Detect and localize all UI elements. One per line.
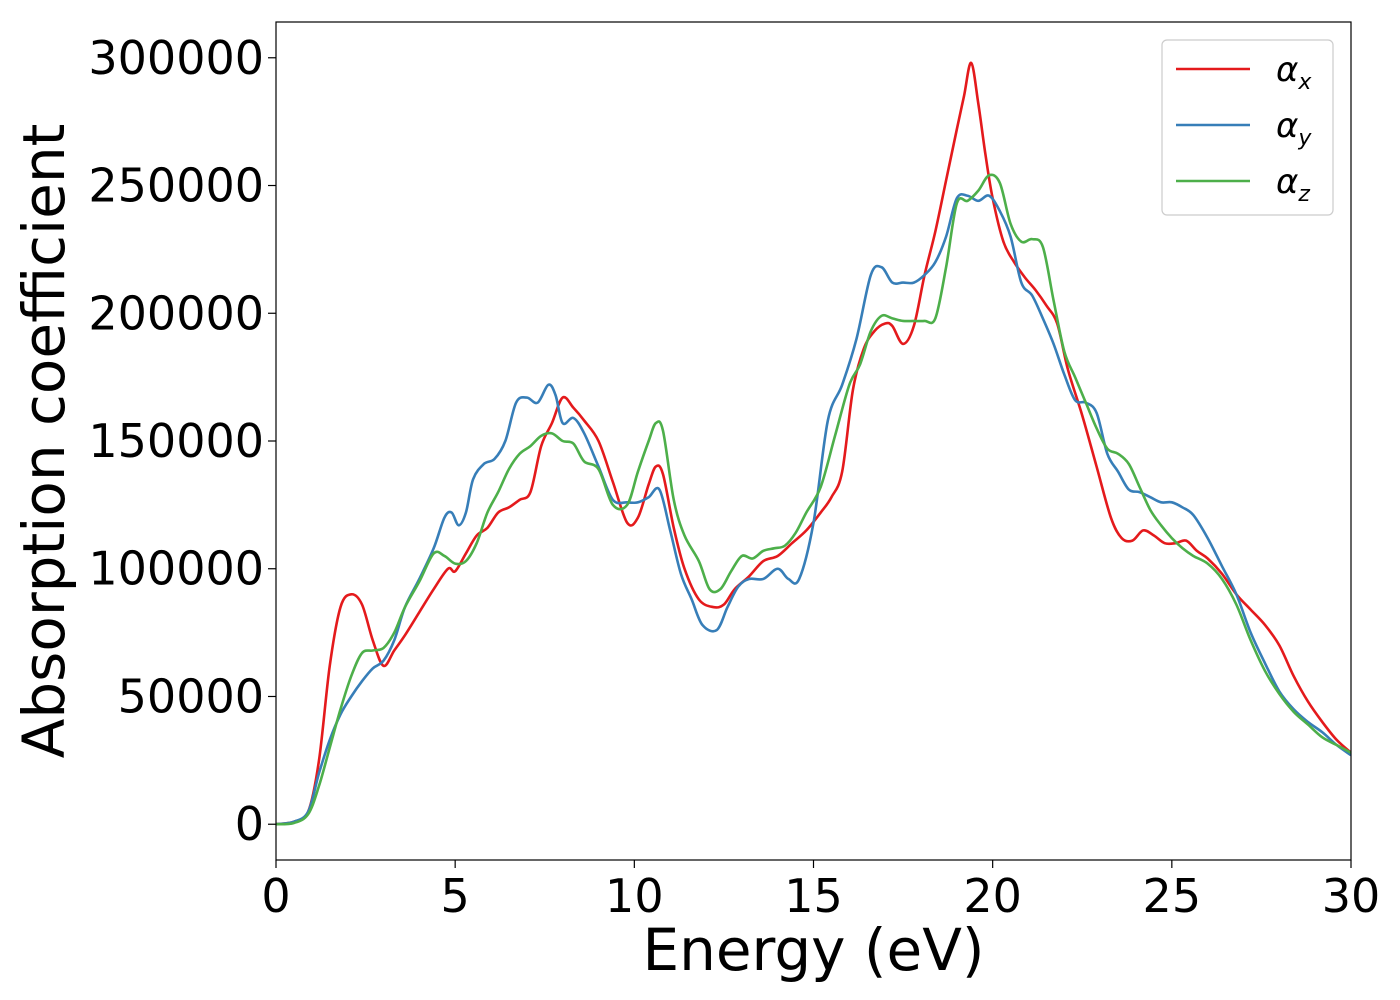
series-line-y bbox=[276, 192, 1351, 826]
x-axis-title: Energy (eV) bbox=[642, 916, 984, 984]
y-axis-title: Absorption coefficient bbox=[10, 124, 78, 759]
y-tick-label: 0 bbox=[235, 797, 264, 851]
y-axis: 0 50000 100000 150000 200000 250000 300000 bbox=[88, 31, 276, 851]
y-tick-label: 100000 bbox=[88, 542, 264, 596]
y-tick-label: 200000 bbox=[88, 286, 264, 340]
x-tick-label: 25 bbox=[1143, 869, 1202, 923]
y-tick-label: 300000 bbox=[88, 31, 264, 85]
legend-label-y: αy bbox=[1276, 106, 1312, 151]
x-tick-label: 0 bbox=[261, 869, 290, 923]
x-tick-label: 15 bbox=[784, 869, 843, 923]
legend: αx αy αz bbox=[1161, 39, 1334, 216]
x-tick-label: 30 bbox=[1322, 869, 1381, 923]
legend-label-z: αz bbox=[1276, 162, 1310, 207]
legend-box bbox=[1161, 39, 1334, 216]
y-tick-label: 250000 bbox=[88, 159, 264, 213]
y-tick-label: 150000 bbox=[88, 414, 264, 468]
legend-label-x: αx bbox=[1276, 50, 1312, 95]
series-line-z bbox=[276, 173, 1351, 826]
x-tick-label: 10 bbox=[605, 869, 664, 923]
x-axis: 0 5 10 15 20 25 30 bbox=[261, 860, 1380, 923]
series-layer bbox=[276, 61, 1351, 826]
x-tick-label: 20 bbox=[963, 869, 1022, 923]
x-tick-label: 5 bbox=[441, 869, 470, 923]
series-line-x bbox=[276, 61, 1351, 826]
y-tick-label: 50000 bbox=[118, 669, 264, 723]
